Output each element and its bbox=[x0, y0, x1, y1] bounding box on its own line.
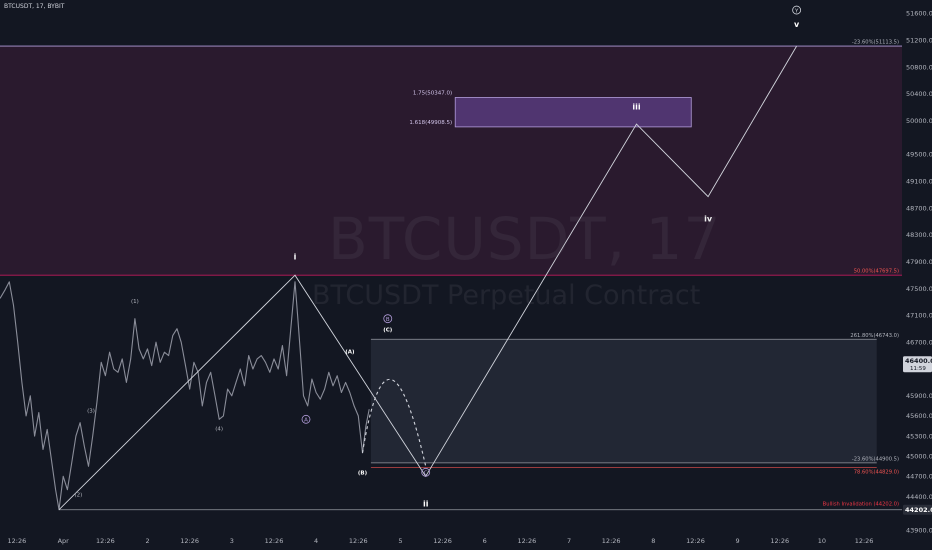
watermark-description-text: BTCUSDT Perpetual Contract bbox=[312, 280, 701, 311]
wave-circle-label: Y bbox=[794, 8, 799, 14]
target-box-label-top: 1.75(50347.0) bbox=[413, 90, 452, 96]
current-price-label: 46400.0 bbox=[905, 357, 932, 365]
x-tick-label: 12:26 bbox=[180, 537, 199, 545]
y-tick-label: 48300.0 bbox=[906, 231, 932, 239]
x-tick-label: 12:26 bbox=[349, 537, 368, 545]
x-tick-label: 12:26 bbox=[433, 537, 452, 545]
wave-circle-marker bbox=[383, 314, 393, 324]
y-tick-label: 51600.0 bbox=[906, 10, 932, 18]
fib-level-label: -23.60%(51113.5) bbox=[852, 40, 899, 46]
elliott-wave-path[interactable] bbox=[58, 45, 797, 511]
y-tick-label: 47900.0 bbox=[906, 258, 932, 266]
wave-label: (4) bbox=[215, 427, 223, 433]
y-tick-label: 45600.0 bbox=[906, 412, 932, 420]
wave-circle-marker bbox=[421, 467, 431, 477]
wave-label: iv bbox=[704, 214, 713, 223]
x-tick-label: 2 bbox=[145, 537, 149, 545]
wave-label: (2) bbox=[74, 492, 82, 498]
wave-circle-label: A bbox=[304, 418, 308, 424]
target-box[interactable] bbox=[454, 97, 692, 128]
x-tick-label: 12:26 bbox=[686, 537, 705, 545]
fib-level-label: 261.80%(46743.0) bbox=[850, 333, 899, 339]
y-tick-label: 45900.0 bbox=[906, 392, 932, 400]
wave-label: (B) bbox=[358, 470, 368, 476]
y-tick-label: 47500.0 bbox=[906, 285, 932, 293]
x-tick-label: 12:26 bbox=[96, 537, 115, 545]
x-tick-label: 8 bbox=[651, 537, 655, 545]
wave-label: ii bbox=[423, 500, 429, 509]
x-tick-label: 12:26 bbox=[770, 537, 789, 545]
y-tick-label: 46700.0 bbox=[906, 338, 932, 346]
y-tick-label: 51200.0 bbox=[906, 37, 932, 45]
resistance-zone bbox=[0, 46, 902, 276]
corrective-dashed-path bbox=[361, 378, 427, 467]
x-tick-label: 9 bbox=[736, 537, 740, 545]
y-tick-label: 49100.0 bbox=[906, 177, 932, 185]
wave-label: (C) bbox=[383, 327, 393, 333]
y-tick-label: 50000.0 bbox=[906, 117, 932, 125]
bar-countdown-label: 11:59 bbox=[910, 366, 926, 372]
x-tick-label: 3 bbox=[230, 537, 234, 545]
price-axis[interactable] bbox=[902, 0, 932, 550]
y-tick-label: 45300.0 bbox=[906, 432, 932, 440]
invalidation-label: Bullish Invalidation (44202.0) bbox=[823, 502, 899, 508]
watermark-description: BTCUSDT Perpetual Contract bbox=[312, 280, 700, 311]
x-tick-label: 10 bbox=[818, 537, 826, 545]
y-tick-label: 50800.0 bbox=[906, 63, 932, 71]
wave-label: (1) bbox=[131, 299, 139, 305]
wave-label: i bbox=[294, 253, 297, 262]
x-tick-label: 12:26 bbox=[602, 537, 621, 545]
x-tick-label: 7 bbox=[567, 537, 571, 545]
projection-box bbox=[370, 339, 877, 463]
price-line bbox=[0, 281, 370, 511]
wave-label: v bbox=[794, 20, 800, 29]
y-tick-label: 48700.0 bbox=[906, 204, 932, 212]
y-tick-label: 47100.0 bbox=[906, 312, 932, 320]
y-tick-label: 50400.0 bbox=[906, 90, 932, 98]
y-tick-label: 43900.0 bbox=[906, 526, 932, 534]
wave-label: (A) bbox=[345, 350, 355, 356]
y-tick-label: 44400.0 bbox=[906, 493, 932, 501]
target-box-label-bottom: 1.618(49908.5) bbox=[409, 120, 452, 126]
x-tick-label: 6 bbox=[483, 537, 487, 545]
wave-circle-marker bbox=[792, 5, 802, 15]
fib-level-label: -23.60%(44900.5) bbox=[852, 456, 899, 462]
time-axis[interactable] bbox=[0, 530, 932, 550]
fib-level-label: 50.00%(47697.5) bbox=[854, 269, 899, 275]
wave-circle-label: B bbox=[386, 317, 390, 323]
fib-level-label: 78.60%(44829.0) bbox=[854, 470, 899, 476]
x-tick-label: 5 bbox=[398, 537, 402, 545]
invalidation-price-label: 44202.0 bbox=[905, 506, 932, 514]
x-tick-label: 12:26 bbox=[265, 537, 284, 545]
wave-circle-marker bbox=[301, 414, 311, 424]
current-price-badge bbox=[903, 356, 932, 373]
symbol-header-text: BTCUSDT, 17, BYBIT bbox=[4, 3, 65, 10]
wave-label: (3) bbox=[87, 409, 95, 415]
y-tick-label: 44700.0 bbox=[906, 473, 932, 481]
invalidation-price-badge bbox=[903, 504, 932, 515]
x-tick-label: 12:26 bbox=[7, 537, 26, 545]
watermark-symbol: BTCUSDT, 17 bbox=[328, 205, 721, 273]
wave-label: iii bbox=[632, 102, 640, 111]
watermark-symbol-text: BTCUSDT, 17 bbox=[328, 205, 722, 273]
x-tick-label: 4 bbox=[314, 537, 318, 545]
symbol-header: BTCUSDT, 17, BYBIT bbox=[4, 3, 64, 10]
x-tick-label: 12:26 bbox=[855, 537, 874, 545]
y-tick-label: 49500.0 bbox=[906, 151, 932, 159]
x-tick-label: 12:26 bbox=[518, 537, 537, 545]
y-tick-label: 45000.0 bbox=[906, 453, 932, 461]
wave-circle-label: C bbox=[424, 471, 428, 477]
x-tick-label: Apr bbox=[58, 537, 70, 545]
